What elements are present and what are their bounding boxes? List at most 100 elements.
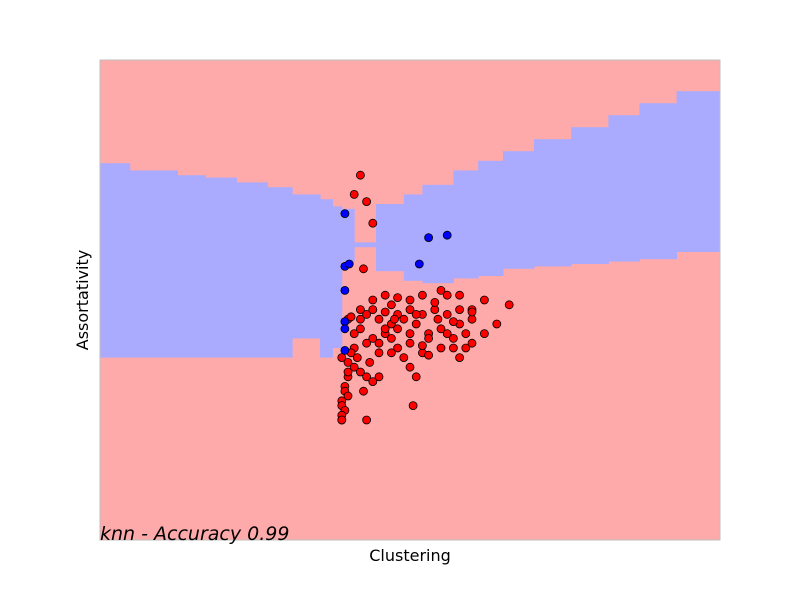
data-point (343, 357, 353, 367)
data-point (374, 314, 384, 324)
data-point (424, 350, 434, 360)
decision-region-class-b (478, 160, 504, 276)
decision-region-class-b (292, 194, 321, 339)
data-point (346, 312, 356, 322)
data-point (504, 300, 514, 310)
decision-region-class-b (403, 194, 423, 281)
data-point (393, 324, 403, 334)
data-point (359, 386, 368, 396)
data-point (442, 230, 452, 240)
data-point (417, 290, 427, 300)
data-point (390, 314, 399, 324)
decision-region-class-b (320, 199, 333, 358)
data-point (386, 333, 396, 343)
data-point (362, 309, 372, 319)
data-point (442, 329, 452, 339)
data-point (455, 353, 465, 363)
plot-frame (99, 59, 721, 541)
data-point (467, 307, 477, 317)
decision-region-class-b (177, 175, 206, 358)
data-point (380, 290, 390, 300)
y-axis-label: Assortativity (73, 250, 92, 350)
data-point (436, 285, 446, 295)
decision-region-class-b (676, 91, 721, 252)
data-point (405, 329, 415, 339)
decision-region-class-b (332, 237, 343, 348)
data-point (337, 415, 347, 425)
data-point (455, 290, 465, 300)
data-point (393, 293, 403, 303)
data-point (405, 295, 415, 305)
data-point (433, 314, 443, 324)
data-point (355, 367, 365, 377)
data-point (380, 324, 390, 334)
data-point (362, 415, 372, 425)
data-point (374, 338, 384, 348)
data-point (448, 317, 458, 327)
data-point (368, 218, 378, 228)
decision-region-class-b (571, 127, 609, 264)
data-point (405, 362, 415, 372)
data-point (352, 353, 362, 363)
data-point (349, 329, 359, 339)
data-point (362, 197, 372, 207)
decision-region-class-b (375, 204, 405, 243)
data-point (467, 338, 477, 348)
data-point (355, 314, 365, 324)
data-point (411, 319, 421, 329)
data-point (380, 307, 390, 317)
data-point (399, 353, 409, 363)
data-point (355, 305, 365, 315)
data-point (405, 305, 415, 315)
data-point (374, 372, 384, 382)
data-point (362, 372, 372, 382)
decision-region-class-b (354, 242, 377, 248)
data-point (393, 343, 403, 353)
decision-region-class-b (100, 163, 131, 358)
data-point (343, 391, 353, 401)
x-axis-label: Clustering (369, 546, 451, 565)
data-point (479, 295, 489, 305)
data-point (349, 189, 359, 199)
data-point (408, 401, 418, 411)
data-point (436, 324, 446, 334)
data-point (455, 305, 465, 315)
data-point (411, 372, 421, 382)
accuracy-annotation: knn - Accuracy 0.99 (100, 523, 289, 545)
data-point (386, 348, 396, 358)
data-point (349, 362, 359, 372)
data-point (374, 348, 384, 358)
data-point (479, 329, 489, 339)
decision-region-class-b (332, 206, 343, 238)
data-point (340, 324, 350, 334)
data-point (355, 324, 365, 334)
data-point (442, 309, 452, 319)
decision-region-class-b (639, 103, 678, 260)
decision-region-class-b (341, 208, 355, 262)
decision-region-class-b (534, 139, 572, 267)
data-point (461, 329, 471, 339)
data-point (411, 309, 421, 319)
data-point (343, 367, 353, 377)
decision-region-class-b (267, 187, 293, 358)
data-point (448, 343, 458, 353)
data-point (340, 285, 350, 295)
data-point (461, 343, 471, 353)
decision-region-class-b (375, 242, 405, 272)
data-point (386, 300, 396, 310)
data-point (430, 297, 440, 307)
data-point (368, 295, 378, 305)
data-point (414, 259, 424, 269)
decision-region-class-b (608, 115, 640, 262)
data-point (405, 338, 415, 348)
data-point (337, 353, 347, 363)
decision-region-class-b (129, 170, 178, 358)
data-point (368, 333, 378, 343)
decision-region-class-b (236, 182, 268, 358)
decision-region-class-b (205, 177, 237, 358)
data-point (417, 341, 427, 351)
data-point (448, 333, 458, 343)
data-point (368, 377, 378, 387)
decision-region-class-b (503, 151, 535, 269)
data-point (442, 290, 452, 300)
